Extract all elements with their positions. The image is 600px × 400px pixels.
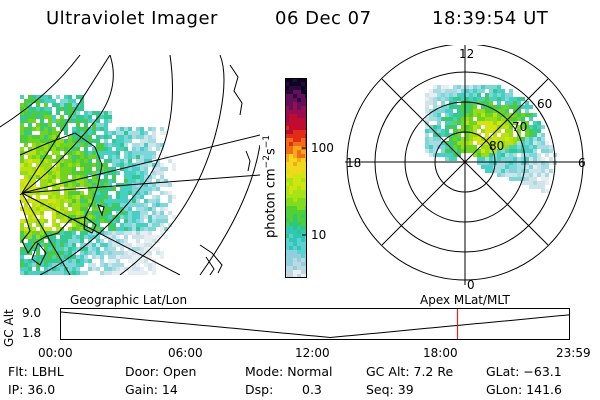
colorbar-units-label: photon cm−2s−1 [262,135,278,238]
gc-alt-status: GC Alt: 7.2 Re [366,364,454,379]
units-exp2: −1 [262,134,272,149]
dsp-label: Dsp: [245,382,274,397]
mlat-label-70: 70 [512,120,528,134]
gain-status: Gain: 14 [125,382,178,397]
date-label: 06 Dec 07 [275,8,372,29]
mode-status: Mode: Normal [245,364,333,379]
gc-alt-axis-label: GC Alt [2,309,16,347]
altitude-curve [60,311,570,339]
time-tick-0000: 00:00 [38,346,73,360]
color-scale-bar [285,78,307,278]
coastlines [19,64,251,275]
time-tick-1200: 12:00 [295,346,330,360]
units-photon-cm: photon cm [263,168,279,238]
gc-alt-timeline [60,308,570,340]
seq-status: Seq: 39 [366,382,414,397]
apex-mlat-mlt-title: Apex MLat/MLT [420,293,510,307]
time-tick-0600: 06:00 [168,346,203,360]
polar-grid [345,45,585,285]
mlt-label-0: 0 [467,278,475,292]
alt-tick-1.8: 1.8 [22,326,42,340]
geographic-map [0,55,260,275]
door-status: Door: Open [125,364,197,379]
units-s: s [263,148,279,156]
mlt-label-6: 6 [578,156,586,170]
mlt-label-18: 18 [346,156,362,170]
geographic-lat-lon-title: Geographic Lat/Lon [70,293,188,307]
instrument-title: Ultraviolet Imager [46,8,218,29]
alt-tick-9: 9.0 [22,306,42,320]
units-exp1: −2 [262,155,272,169]
colorbar-tick-10: 10 [311,228,327,242]
glon-status: GLon: 141.6 [486,382,562,397]
colorbar-tick-100: 100 [311,141,334,155]
time-label: 18:39:54 UT [432,8,549,29]
mlat-label-60: 60 [537,97,553,111]
time-tick-1800: 18:00 [423,346,458,360]
polar-mlt-plot [345,45,585,285]
ip-status: IP: 36.0 [8,382,56,397]
lon-grid-lines [21,55,260,275]
mlt-label-12: 12 [459,47,475,61]
dsp-value: 0.3 [302,382,322,397]
time-tick-2359: 23:59 [556,346,591,360]
mlat-label-80: 80 [489,139,505,153]
glat-status: GLat: −63.1 [486,364,562,379]
filter-status: Flt: LBHL [8,364,64,379]
